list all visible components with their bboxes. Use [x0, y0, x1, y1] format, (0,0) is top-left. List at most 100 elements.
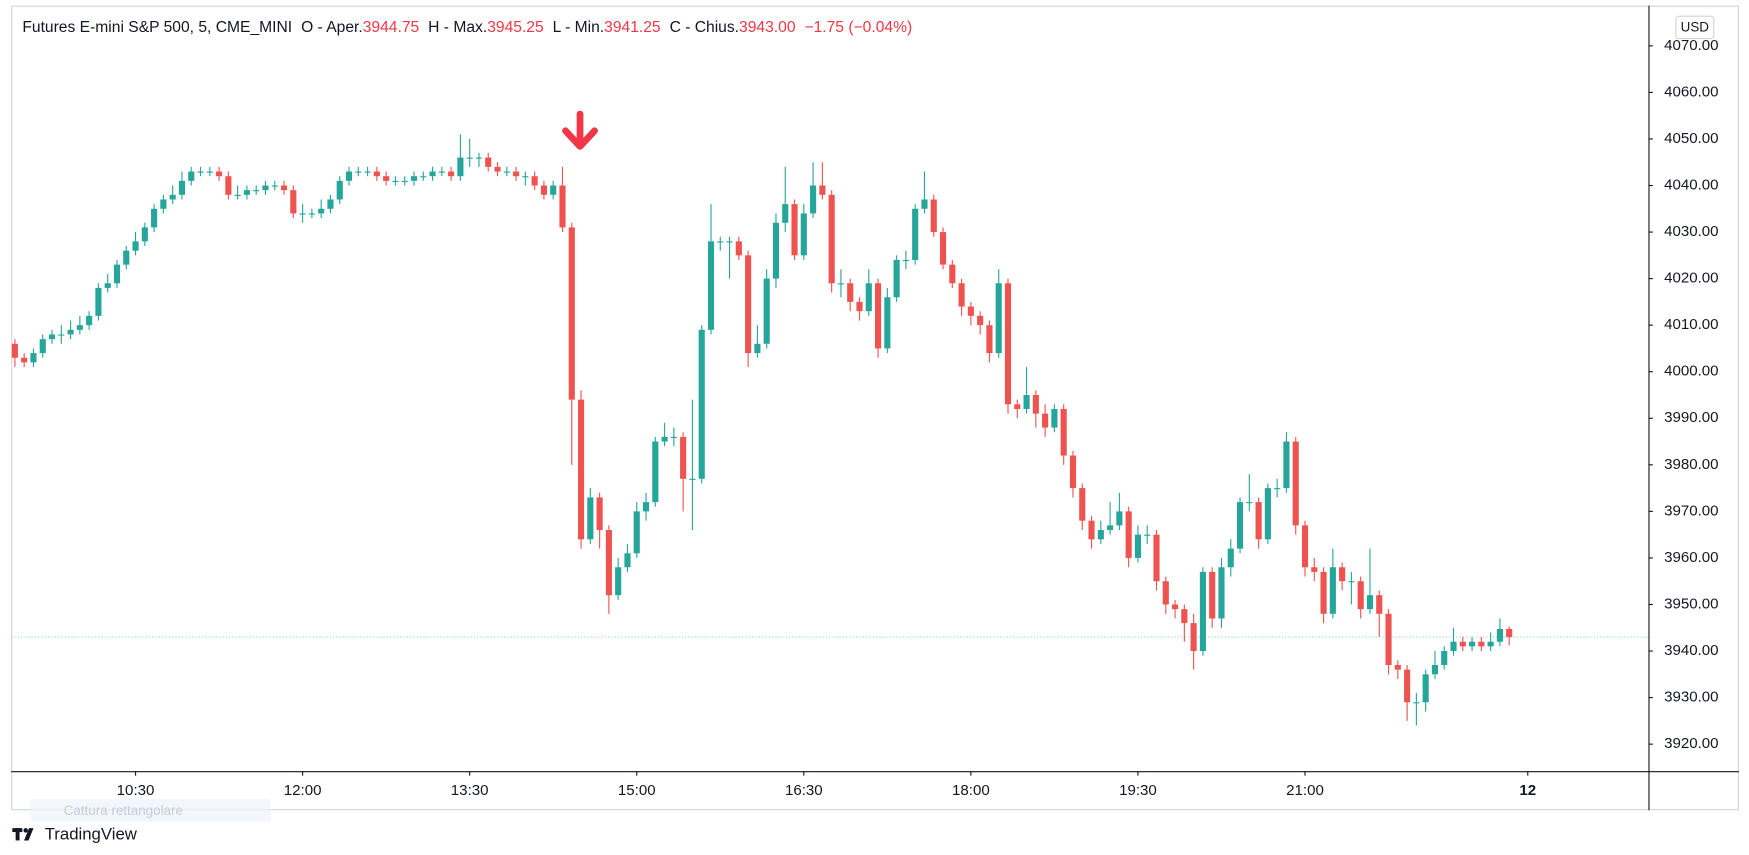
candle-body — [550, 185, 557, 195]
candle-body — [642, 502, 650, 512]
candle-body — [364, 171, 371, 173]
candle-body — [522, 176, 529, 178]
candle-body — [1199, 571, 1206, 652]
candle-body — [475, 157, 483, 159]
candle-body — [457, 157, 464, 177]
candle-body — [577, 399, 585, 540]
candle-body — [1339, 567, 1346, 582]
legend: Futures E-mini S&P 500, 5, CME_MINI O - A… — [22, 19, 912, 36]
x-tick-label: 13:30 — [451, 782, 489, 799]
candle-body — [1441, 651, 1448, 666]
candle-body — [1413, 702, 1420, 704]
candle-body — [271, 185, 278, 187]
candle-body — [1366, 595, 1374, 610]
candle-body — [930, 199, 937, 233]
candle-body — [67, 329, 74, 335]
candle-body — [21, 357, 28, 363]
currency[interactable]: USD — [1681, 20, 1710, 35]
candle-body — [596, 497, 603, 531]
candle-body — [280, 185, 288, 191]
candle-body — [1404, 669, 1411, 703]
candle-body — [1376, 595, 1383, 614]
candle-body — [1478, 641, 1485, 647]
candle-body — [1125, 511, 1132, 558]
candle-body — [1459, 641, 1466, 647]
candle-body — [1311, 567, 1318, 572]
candle-body — [30, 353, 37, 363]
y-tick-label: 4060.00 — [1664, 83, 1719, 100]
x-tick-label: 19:30 — [1119, 782, 1157, 799]
low-label: L - Min. — [553, 19, 605, 36]
candle-body — [216, 171, 223, 177]
candle-body — [958, 283, 965, 307]
candle-body — [745, 255, 752, 354]
candle-body — [559, 185, 566, 228]
high-value: 3945.25 — [487, 19, 544, 36]
candle-body — [253, 190, 260, 192]
candle-body — [977, 315, 984, 326]
candle-body — [1069, 455, 1077, 489]
candle-body — [1357, 581, 1364, 610]
candle-body — [967, 306, 974, 316]
candle-body — [11, 343, 18, 358]
candle-body — [1190, 623, 1197, 652]
candle-body — [763, 278, 770, 344]
candle-body — [1394, 665, 1401, 670]
candle-body — [605, 530, 612, 596]
candle-body — [1060, 408, 1067, 456]
y-tick-label: 4020.00 — [1664, 270, 1719, 287]
candle-body — [225, 176, 232, 195]
candle-body — [318, 208, 325, 214]
candle-body — [1283, 441, 1290, 489]
currency-box[interactable] — [1675, 15, 1715, 40]
candle-body — [865, 283, 872, 312]
candle-body — [615, 567, 622, 596]
candle-body — [874, 283, 882, 349]
candle-body — [810, 185, 817, 214]
candle-body — [466, 157, 473, 159]
x-tick-label: 15:00 — [618, 782, 656, 799]
candle-body — [735, 241, 742, 256]
candle-body — [652, 441, 659, 503]
candle-body — [1097, 530, 1104, 540]
candle-body — [689, 478, 696, 480]
open-value: 3944.75 — [363, 19, 420, 36]
candle-body — [633, 511, 640, 554]
high-label: H - Max. — [428, 19, 487, 36]
candle-body — [429, 171, 436, 177]
candle-body — [104, 283, 111, 288]
y-tick-label: 4030.00 — [1664, 223, 1719, 240]
candle-body — [1496, 628, 1503, 642]
candle-body — [1079, 488, 1086, 521]
candle-body — [160, 199, 167, 209]
candle-body — [1422, 674, 1429, 703]
candle-body — [1172, 604, 1179, 610]
candle-body — [132, 241, 139, 251]
candle-body — [1004, 283, 1012, 405]
candle-body — [680, 436, 687, 479]
candle-body — [1162, 581, 1169, 605]
candle-body — [206, 171, 213, 173]
y-tick-label: 4010.00 — [1664, 316, 1719, 333]
close-value: 3943.00 — [739, 19, 796, 36]
candle-body — [1469, 641, 1476, 647]
candle-body — [531, 176, 538, 186]
candle-body — [856, 301, 863, 312]
candle-body — [420, 176, 427, 178]
candle-body — [912, 208, 919, 260]
candle-body — [141, 227, 148, 242]
y-tick-label: 4070.00 — [1664, 37, 1719, 54]
candle-body — [1227, 548, 1234, 568]
candle-body — [262, 185, 269, 191]
candle-body — [1181, 609, 1188, 624]
candle-body — [151, 208, 158, 228]
brand[interactable]: TradingView — [45, 824, 138, 843]
candle-body — [995, 283, 1002, 354]
frame — [11, 5, 1739, 811]
candle-body — [438, 171, 445, 173]
candle-body — [197, 171, 204, 173]
candle-body — [1209, 571, 1216, 619]
y-tick-label: 3990.00 — [1664, 409, 1719, 426]
